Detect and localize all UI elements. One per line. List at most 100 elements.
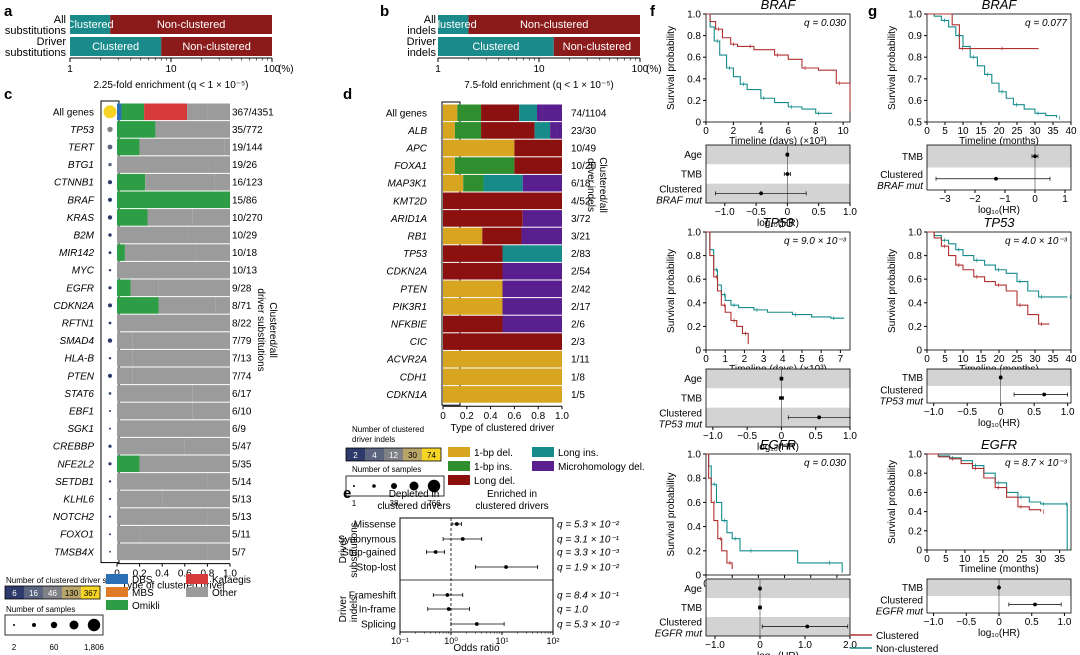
size-dot [427, 479, 441, 493]
tick-label: 0 [924, 126, 930, 137]
size-value: 2 [12, 643, 17, 652]
tick-label: 0.4 [908, 507, 922, 518]
bar-segment-other [147, 261, 230, 279]
q-value: q = 5.3 × 10⁻² [557, 620, 620, 631]
sample-dot [108, 515, 112, 518]
tick-label: 1.0 [798, 640, 812, 651]
x-axis-label: log₁₀(HR) [978, 628, 1020, 639]
gene-label: NFKBIE [391, 320, 427, 331]
tick-label: 35 [1047, 126, 1059, 137]
km-curve-nonclustered [706, 453, 843, 573]
count-swatch [422, 448, 441, 461]
tick-label: 5 [799, 354, 805, 365]
bar-segment-other [124, 244, 197, 261]
bar-segment-other [117, 367, 133, 385]
tick-label: 0 [916, 346, 922, 357]
bar-segment-microdel [542, 104, 562, 122]
bar-segment-bp1del [443, 122, 455, 139]
count-swatch [81, 586, 100, 599]
gene-label: RB1 [408, 232, 427, 243]
bar-segment-other [145, 173, 215, 191]
gene-label: HLA-B [65, 354, 95, 365]
covariate-label: EGFR mut [876, 607, 924, 618]
bar-segment-other [117, 508, 208, 525]
covariate-label: Age [684, 584, 702, 595]
y-axis-label-line: driver substitutions [255, 288, 266, 371]
bar-segment-other [214, 173, 230, 191]
covariate-label: EGFR mut [655, 629, 703, 640]
km-curve-clustered [706, 453, 733, 569]
hr-point [997, 585, 1001, 590]
size-dot [13, 624, 15, 626]
count-label: 2/17 [571, 302, 591, 313]
count-swatch [384, 448, 403, 461]
bar-segment-other [139, 138, 225, 156]
sample-dot [107, 373, 113, 378]
tick-label: 0.4 [155, 569, 169, 580]
bar-segment-longdel [514, 157, 562, 174]
bar-segment-other [184, 437, 230, 455]
legend-title: Number of samples [352, 465, 421, 474]
size-dot [69, 620, 79, 630]
panel_g-km-TP53: TP53 q = 4.0 × 10⁻³ 0 0.2 0.4 0.6 0.8 1.0 0 5 10 15… [887, 215, 1077, 375]
plot-frame [705, 231, 851, 351]
tick-label: 0.4 [687, 298, 701, 309]
tick-label: 0.2 [133, 569, 147, 580]
tick-label: 0.2 [908, 322, 922, 333]
legend-swatch-microdel [532, 461, 554, 471]
tick-label: 0.5 [812, 207, 826, 218]
tick-label: 30 [1029, 126, 1041, 137]
clustered-label: Clustered [472, 41, 519, 53]
count-value: 74 [427, 451, 436, 460]
x-axis-label: log₁₀(HR) [757, 218, 799, 229]
y-axis-label: Clustered/alldriver indels [585, 157, 608, 213]
bar-segment-longdel [481, 122, 535, 139]
bar-segment-longins [534, 122, 551, 139]
km-curve-nonclustered [706, 13, 833, 114]
gene-label: ACVR2A [386, 355, 427, 366]
count-label: 4/52 [571, 196, 591, 207]
row-label: In-frame [359, 605, 397, 616]
bar-segment-bp1del [443, 139, 515, 157]
gene-label: MYC [72, 266, 95, 277]
covariate-label: Clustered [880, 386, 923, 397]
header: clustered drivers [377, 501, 450, 512]
panel-label-b: b [380, 3, 389, 20]
nonclustered-label: Non-clustered [157, 19, 225, 31]
covariate-label: TMB [681, 394, 702, 405]
tick-label: 1.0 [843, 207, 857, 218]
covariate-label: TP53 mut [659, 419, 704, 430]
tick-label: 0.6 [687, 498, 701, 509]
nonclustered-bar [468, 15, 640, 34]
count-label: 5/13 [232, 512, 252, 523]
covariate-label: Clustered [659, 184, 702, 195]
tick-label: 100 [264, 64, 281, 75]
tick-label: −2 [969, 194, 981, 205]
hr-point [998, 375, 1003, 380]
bar-segment-dbs [117, 103, 122, 121]
legend-label-kataegis: Kataegis [212, 575, 251, 586]
count-label: 6/17 [232, 389, 252, 400]
y-axis-label: Survival probability [887, 460, 898, 544]
count-label: 6/9 [232, 424, 246, 435]
nonclustered-bar [161, 37, 272, 56]
unit-label: (%) [646, 64, 662, 75]
tick-label: 0 [695, 346, 701, 357]
tick-label: 10 [165, 64, 177, 75]
panel_g-km-BRAF: BRAF q = 0.077 0.5 0.6 0.7 0.8 0.9 1.0 0 5 10 15 20 2… [887, 0, 1077, 147]
odds-ratio-point [474, 622, 479, 626]
tick-label: 0.5 [809, 431, 823, 442]
q-value: q = 0.030 [804, 18, 846, 29]
tick-label: 0 [757, 640, 763, 651]
gene-title: EGFR [760, 437, 796, 452]
count-label: 5/7 [232, 547, 246, 558]
count-swatch [43, 586, 62, 599]
y-axis-label: Survival probability [887, 249, 898, 333]
row-label: indels [407, 47, 436, 59]
forest-row-bg [927, 145, 1071, 168]
covariate-label: TMB [681, 170, 702, 181]
